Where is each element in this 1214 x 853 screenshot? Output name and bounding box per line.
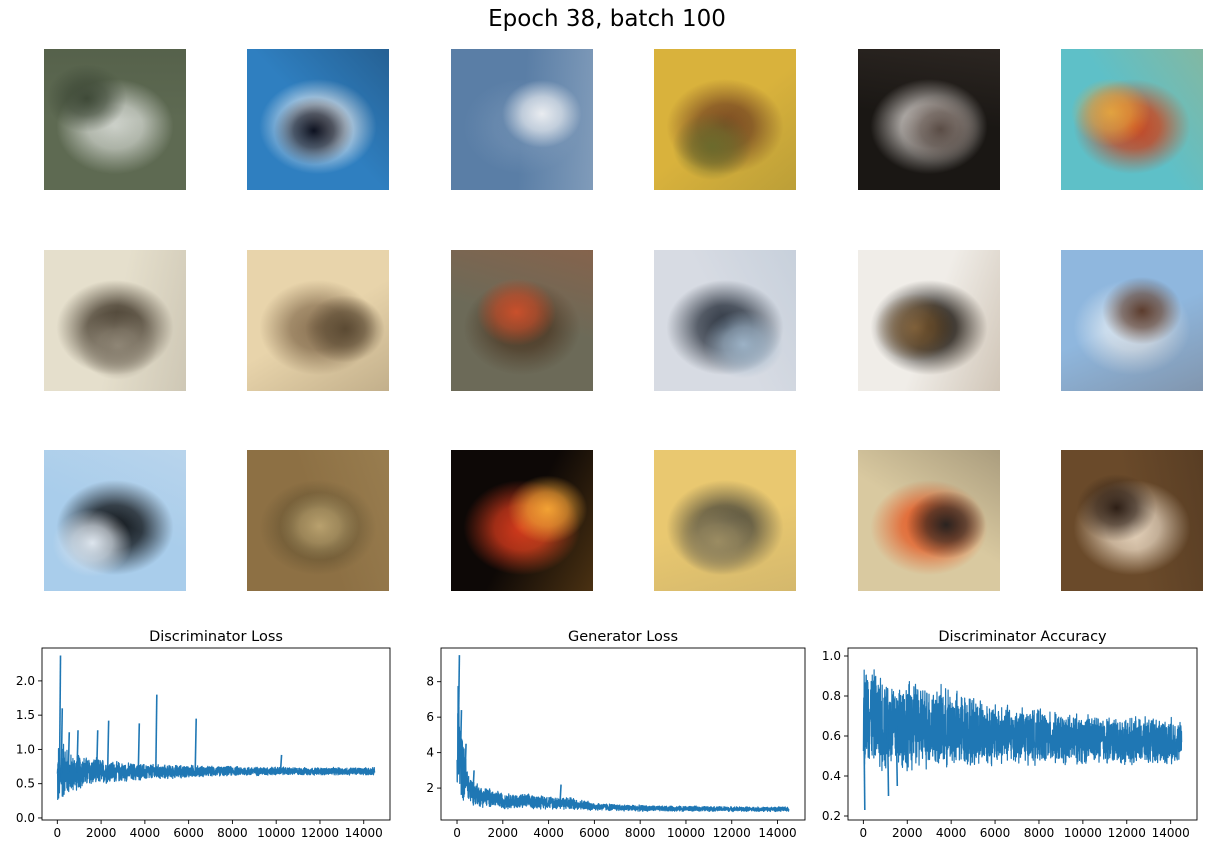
- series-spike: [155, 694, 158, 773]
- series-spike: [863, 712, 866, 811]
- figure-title: Epoch 38, batch 100: [488, 6, 726, 32]
- x-tick-label: 2000: [86, 826, 117, 840]
- chart-2: Discriminator Accuracy 0 2000 4000 6000 8000 1…: [822, 629, 1198, 840]
- x-tick-label: 0: [453, 826, 461, 840]
- chart-title: Discriminator Loss: [149, 629, 283, 645]
- x-tick-label: 10000: [257, 826, 295, 840]
- generated-sample-image: [44, 450, 186, 591]
- x-tick-label: 12000: [1108, 826, 1146, 840]
- x-tick-label: 12000: [301, 826, 339, 840]
- y-tick-label: 0.6: [822, 729, 841, 743]
- x-tick-label: 0: [54, 826, 62, 840]
- y-tick-label: 1.0: [16, 742, 35, 756]
- generated-sample-image: [654, 250, 796, 391]
- generated-sample-image: [44, 49, 186, 190]
- series-line: [456, 685, 790, 813]
- axes-frame: [847, 647, 1198, 821]
- generated-sample-image: [247, 450, 389, 591]
- generated-sample-image: [654, 450, 796, 591]
- series-spike: [58, 655, 62, 778]
- series-spike: [886, 724, 890, 797]
- x-tick-label: 2000: [488, 826, 519, 840]
- series-spike: [137, 723, 141, 773]
- x-tick-label: 6000: [173, 826, 204, 840]
- x-tick-label: 14000: [758, 826, 796, 840]
- y-tick-label: 0.8: [822, 689, 841, 703]
- series-spike: [457, 655, 461, 735]
- generated-sample-image: [1061, 49, 1203, 190]
- x-tick-label: 4000: [936, 826, 967, 840]
- series-spike: [67, 732, 71, 774]
- x-tick-label: 10000: [667, 826, 705, 840]
- x-tick-label: 8000: [625, 826, 656, 840]
- x-tick-label: 6000: [980, 826, 1011, 840]
- axes-frame: [41, 647, 391, 821]
- x-tick-label: 4000: [130, 826, 161, 840]
- generated-sample-image: [654, 49, 796, 190]
- axes-frame: [440, 647, 806, 821]
- generated-sample-image: [451, 49, 593, 190]
- generated-sample-image: [451, 450, 593, 591]
- y-tick-label: 1.5: [16, 708, 35, 722]
- generated-sample-image: [1061, 450, 1203, 591]
- series-spike: [76, 730, 79, 773]
- generated-sample-image: [247, 49, 389, 190]
- y-tick-label: 2: [426, 781, 434, 795]
- series-spike: [459, 710, 463, 759]
- x-tick-label: 8000: [1024, 826, 1055, 840]
- y-tick-label: 6: [426, 710, 434, 724]
- x-tick-label: 6000: [579, 826, 610, 840]
- series-line: [862, 669, 1183, 772]
- y-tick-label: 0.2: [822, 809, 841, 823]
- x-tick-label: 14000: [1152, 826, 1190, 840]
- series-spike: [895, 725, 899, 787]
- y-tick-label: 8: [426, 675, 434, 689]
- series-spike: [95, 730, 99, 772]
- generated-sample-image: [451, 250, 593, 391]
- chart-1: Generator Loss 0 2000 4000 6000 8000 10000 1200…: [426, 629, 806, 840]
- generated-sample-image: [858, 250, 1000, 391]
- y-tick-label: 2.0: [16, 674, 35, 688]
- x-tick-label: 2000: [892, 826, 923, 840]
- series-spike: [194, 718, 198, 772]
- generated-sample-image: [44, 250, 186, 391]
- y-tick-label: 1.0: [822, 649, 841, 663]
- chart-0: Discriminator Loss 0 2000 4000 6000 8000 10000…: [16, 629, 391, 840]
- generated-sample-image: [858, 450, 1000, 591]
- y-tick-label: 4: [426, 746, 434, 760]
- generated-sample-image: [1061, 250, 1203, 391]
- x-tick-label: 8000: [217, 826, 248, 840]
- x-tick-label: 10000: [1064, 826, 1102, 840]
- y-tick-label: 0.4: [822, 769, 841, 783]
- series-spike: [106, 720, 110, 772]
- generated-sample-image: [247, 250, 389, 391]
- series-spike: [464, 743, 467, 777]
- x-tick-label: 12000: [713, 826, 751, 840]
- series-spike: [472, 770, 475, 792]
- x-tick-label: 4000: [533, 826, 564, 840]
- series-spike: [559, 784, 562, 803]
- chart-title: Discriminator Accuracy: [938, 629, 1107, 645]
- chart-title: Generator Loss: [568, 629, 678, 645]
- y-tick-label: 0.5: [16, 777, 35, 791]
- x-tick-label: 0: [860, 826, 868, 840]
- series-line: [56, 743, 376, 801]
- y-tick-label: 0.0: [16, 811, 35, 825]
- series-spike: [60, 708, 64, 775]
- x-tick-label: 14000: [345, 826, 383, 840]
- series-spike: [279, 754, 283, 772]
- generated-sample-image: [858, 49, 1000, 190]
